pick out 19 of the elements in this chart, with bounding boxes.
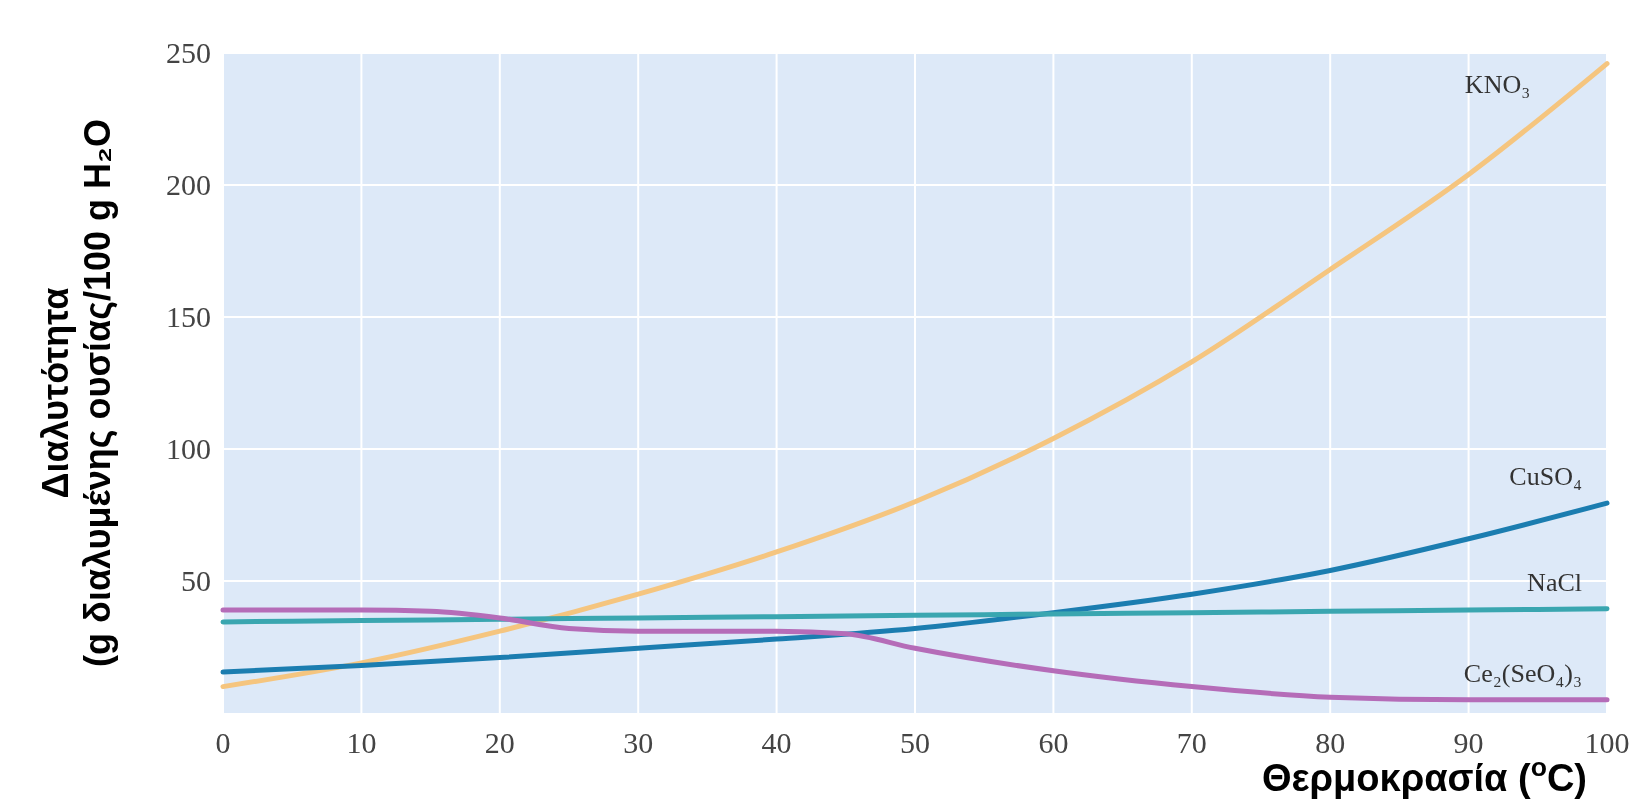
series-label: NaCl bbox=[1527, 567, 1582, 597]
x-tick-label: 50 bbox=[900, 726, 930, 759]
series-label: CuSO₄ bbox=[1509, 462, 1582, 492]
x-tick-label: 40 bbox=[761, 726, 792, 759]
x-tick-label: 100 bbox=[1584, 726, 1630, 759]
y-tick-label: 200 bbox=[166, 168, 211, 201]
x-tick-label: 30 bbox=[623, 726, 654, 759]
x-tick-label: 70 bbox=[1176, 726, 1207, 759]
y-tick-label: 100 bbox=[166, 432, 211, 465]
series-label: KNO₃ bbox=[1464, 70, 1531, 99]
x-tick-label: 10 bbox=[346, 726, 377, 759]
series-label: Ce₂(SeO₄)₃ bbox=[1463, 658, 1582, 688]
x-tick-label: 60 bbox=[1038, 726, 1069, 759]
y-tick-label: 50 bbox=[181, 564, 211, 597]
x-tick-label: 20 bbox=[484, 726, 515, 759]
y-tick-label: 150 bbox=[166, 300, 211, 333]
y-axis-title: Διαλυτότητα (g διαλυμένης ουσίας/100 g H₂O bbox=[35, 119, 118, 667]
y-tick-label: 250 bbox=[166, 36, 211, 69]
x-tick-label: 0 bbox=[215, 726, 231, 759]
